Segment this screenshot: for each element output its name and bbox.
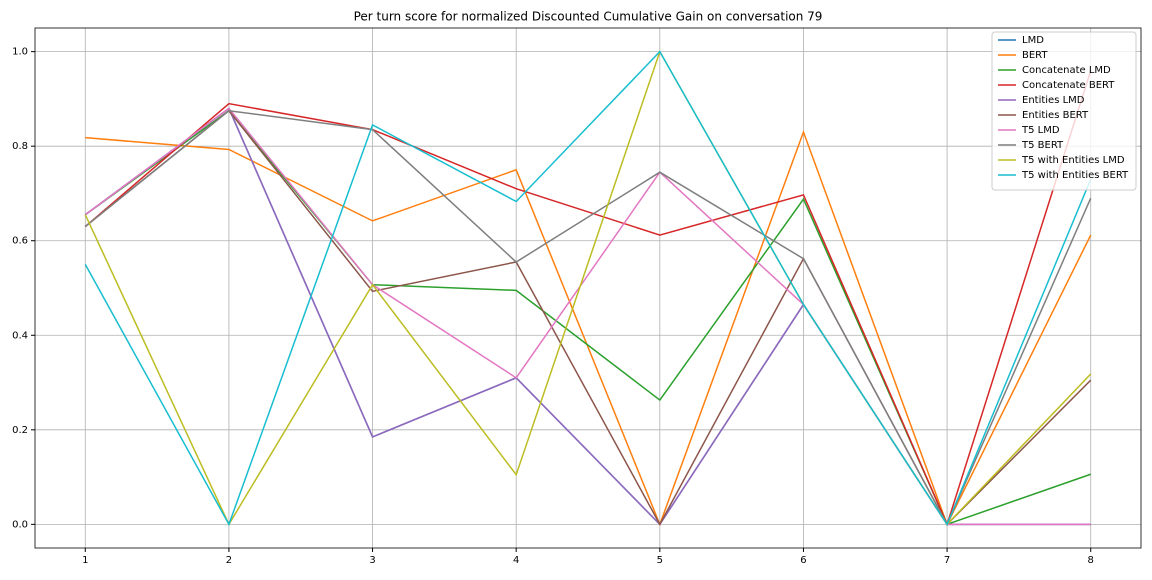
x-tick-label: 5: [657, 555, 663, 566]
x-tick-label: 8: [1088, 555, 1094, 566]
legend-label: Entities LMD: [1022, 95, 1085, 106]
legend-label: T5 with Entities BERT: [1021, 170, 1129, 181]
y-tick-label: 0.4: [12, 330, 28, 341]
x-tick-label: 4: [513, 555, 519, 566]
legend-label: Concatenate LMD: [1022, 65, 1111, 76]
y-tick-label: 1.0: [12, 47, 28, 58]
legend-label: Concatenate BERT: [1022, 80, 1115, 91]
x-tick-label: 7: [944, 555, 950, 566]
series-line: [84, 50, 1092, 527]
plot-frame: [34, 27, 1142, 549]
y-tick-label: 0.6: [12, 236, 28, 247]
chart-title: Per turn score for normalized Discounted…: [354, 10, 823, 24]
x-tick-label: 2: [226, 555, 232, 566]
x-tick-label: 6: [800, 555, 806, 566]
legend-label: Entities BERT: [1022, 110, 1089, 121]
legend-box: [991, 31, 1137, 191]
y-tick-label: 0.0: [12, 519, 28, 530]
x-tick-label: 3: [369, 555, 375, 566]
legend-label: LMD: [1022, 35, 1044, 46]
y-tick-label: 0.2: [12, 425, 28, 436]
series-line: [84, 109, 1092, 527]
legend-label: T5 BERT: [1021, 140, 1064, 151]
legend-label: T5 LMD: [1021, 125, 1060, 136]
y-tick-label: 0.8: [12, 141, 28, 152]
series-line: [84, 70, 1092, 527]
x-tick-label: 1: [82, 555, 88, 566]
legend-label: BERT: [1022, 50, 1048, 61]
legend: LMD BERT Concatenate LMD Concatenate BERT En…: [991, 31, 1137, 191]
legend-label: T5 with Entities LMD: [1021, 155, 1125, 166]
